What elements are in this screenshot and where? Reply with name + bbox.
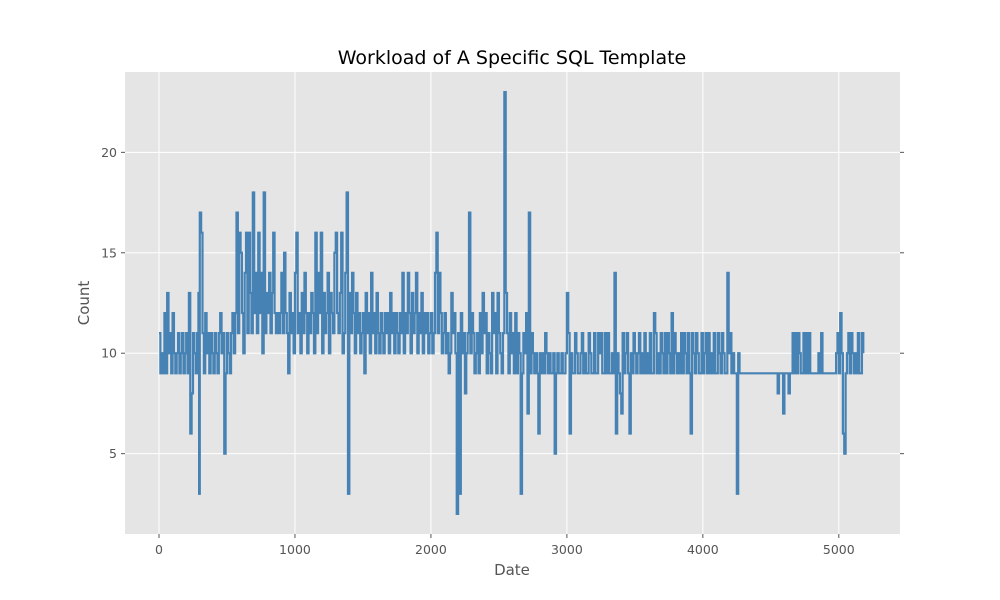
series-0 [158, 90, 865, 516]
y-tick-label: 10 [101, 346, 117, 361]
chart-title: Workload of A Specific SQL Template [338, 47, 686, 69]
series-layer [158, 90, 865, 516]
y-tick-labels: 5 10 15 20 [101, 145, 117, 461]
x-axis-label: Date [494, 561, 530, 579]
y-tick-label: 5 [109, 446, 117, 461]
x-tick-label: 4000 [687, 542, 719, 557]
y-tick-label: 15 [101, 245, 117, 260]
series-line [158, 90, 865, 516]
x-tick-label: 2000 [415, 542, 447, 557]
y-tick-label: 20 [101, 145, 117, 160]
x-tick-label: 1000 [279, 542, 311, 557]
x-tick-label: 3000 [551, 542, 583, 557]
x-tick-label: 5000 [823, 542, 855, 557]
y-axis-label: Count [75, 281, 93, 326]
x-tick-labels: 0 1000 2000 3000 4000 5000 [155, 542, 855, 557]
x-tick-label: 0 [155, 542, 163, 557]
tick-marks [121, 151, 904, 538]
